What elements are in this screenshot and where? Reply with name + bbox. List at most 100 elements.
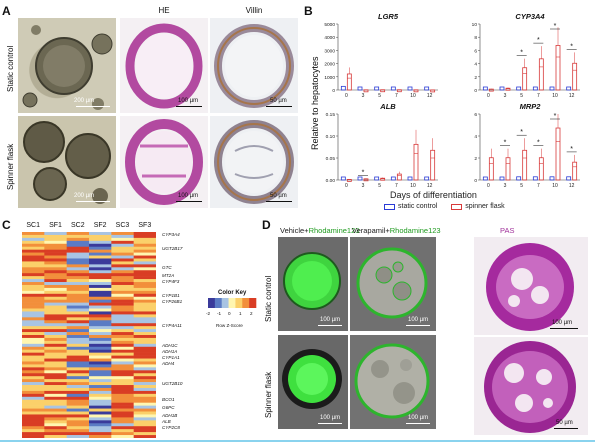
- heatmap-cell: [22, 390, 45, 395]
- heatmap-cell: [66, 332, 90, 336]
- color-key-subtitle: Row Z-Score: [216, 323, 243, 328]
- heatmap-cell: [133, 243, 156, 248]
- pas-spinner-image: [484, 341, 576, 433]
- heatmap-cell: [111, 299, 134, 303]
- heatmap-cell: [111, 282, 134, 286]
- heatmap-cell: [111, 393, 134, 398]
- panel-d-letter: D: [262, 218, 271, 232]
- heatmap-cell: [22, 382, 45, 386]
- gene-label: CYP2C8: [162, 425, 180, 430]
- heatmap-cell: [44, 379, 67, 383]
- heatmap-cell: [89, 367, 112, 371]
- heatmap-cell: [111, 337, 134, 342]
- heatmap-cell: [89, 284, 112, 289]
- heatmap-cell: [89, 302, 112, 306]
- x-tick-label: 3: [504, 183, 507, 189]
- heatmap-cell: [22, 417, 45, 421]
- heatmap-cell: [44, 335, 67, 339]
- heatmap-cell: [66, 346, 90, 351]
- gene-label: G6PC: [162, 405, 175, 410]
- heatmap-cell: [111, 279, 134, 283]
- heatmap-cell: [111, 329, 134, 333]
- bright-field-spinner: 200 µm: [18, 116, 116, 208]
- heatmap-cell: [111, 432, 134, 436]
- heatmap-cell: [66, 270, 90, 274]
- box-static: [516, 86, 522, 91]
- heatmap-cell: [111, 399, 134, 403]
- vehicle-spinner: 100 µm: [278, 335, 348, 429]
- heatmap-cell: [66, 390, 90, 395]
- scale-label: 50 µm: [270, 98, 287, 104]
- box-spinner: [413, 143, 419, 181]
- scalebar: [176, 201, 202, 202]
- heatmap-cell: [111, 423, 134, 427]
- heatmap-cell: [89, 264, 112, 268]
- heatmap-cell: [111, 414, 134, 418]
- x-tick-label: 7: [537, 183, 540, 189]
- y-tick-label: 5000: [324, 22, 335, 28]
- heatmap-cell: [89, 349, 112, 353]
- heatmap-cell: [66, 234, 90, 239]
- heatmap-cell: [111, 417, 134, 421]
- x-tick-label: 10: [552, 93, 558, 99]
- heatmap-cell: [111, 358, 134, 362]
- heatmap-cell: [133, 302, 156, 306]
- y-tick-label: 0: [474, 178, 477, 184]
- heatmap-cell: [66, 249, 90, 253]
- box-static: [499, 176, 505, 181]
- heatmap-cell: [66, 287, 90, 292]
- gene-label: UGT2B17: [162, 246, 183, 251]
- heatmap-cell: [133, 320, 156, 324]
- heatmap-cell: [89, 379, 112, 383]
- heatmap-cell: [89, 287, 112, 292]
- verapamil-static: 100 µm: [350, 237, 436, 331]
- heatmap-cell: [22, 308, 45, 312]
- gene-label: BCO1: [162, 397, 175, 402]
- scalebar: [76, 106, 110, 107]
- heatmap-cell: [133, 258, 156, 262]
- heatmap-cell: [89, 373, 112, 377]
- heatmap-cell: [66, 267, 90, 271]
- heatmap-cell: [133, 337, 156, 342]
- heatmap-cell: [111, 343, 134, 348]
- box-spinner: [396, 173, 402, 181]
- heatmap-cell: [44, 270, 67, 274]
- heatmap-cell: [44, 255, 67, 259]
- heatmap-cell: [22, 284, 45, 289]
- heatmap-cell: [89, 249, 112, 253]
- heatmap-cell: [133, 423, 156, 427]
- heatmap-cell: [133, 246, 156, 250]
- heatmap-cell: [66, 337, 90, 342]
- heatmap-cell: [66, 396, 90, 401]
- heatmap-cell: [89, 370, 112, 374]
- heatmap-cell: [22, 387, 45, 392]
- chart-title: CYP3A4: [515, 12, 545, 21]
- organoids-static-image: [22, 25, 113, 110]
- heatmap-cell: [133, 323, 156, 327]
- heatmap-cell: [22, 396, 45, 401]
- scalebar: [76, 201, 110, 202]
- heatmap-cell: [66, 399, 90, 403]
- color-key-swatch: [235, 298, 243, 308]
- heatmap-cell: [111, 326, 134, 330]
- heatmap-cell: [66, 370, 90, 374]
- gene-label: GTC: [162, 265, 172, 270]
- heatmap-cell: [111, 435, 134, 438]
- legend-spinner-label: spinner flask: [465, 203, 505, 210]
- heatmap-cell: [44, 399, 67, 403]
- box-static: [482, 176, 488, 181]
- title-vehicle-b: Rhodamine123: [308, 226, 360, 235]
- heatmap-cell: [44, 287, 67, 292]
- heatmap-cell: [133, 346, 156, 351]
- heatmap-cell: [133, 308, 156, 312]
- heatmap-cell: [22, 376, 45, 380]
- scalebar: [318, 325, 342, 326]
- heatmap-cell: [133, 282, 156, 286]
- heatmap-cell: [111, 387, 134, 392]
- gene-label: CYP3A4: [162, 232, 180, 237]
- color-key-tick: 1: [239, 311, 242, 316]
- heatmap-cell: [66, 358, 90, 362]
- heatmap-cell: [66, 417, 90, 421]
- color-key-swatch: [249, 298, 257, 308]
